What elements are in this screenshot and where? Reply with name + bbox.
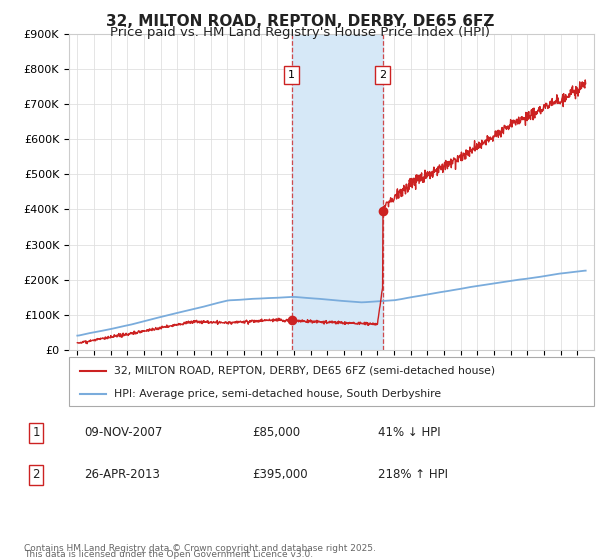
Text: 1: 1 — [32, 426, 40, 439]
Text: 218% ↑ HPI: 218% ↑ HPI — [378, 468, 448, 481]
Text: 41% ↓ HPI: 41% ↓ HPI — [378, 426, 440, 439]
Text: 2: 2 — [379, 70, 386, 80]
Text: 1: 1 — [288, 70, 295, 80]
Text: 26-APR-2013: 26-APR-2013 — [84, 468, 160, 481]
FancyBboxPatch shape — [69, 357, 594, 406]
Text: £85,000: £85,000 — [252, 426, 300, 439]
Text: HPI: Average price, semi-detached house, South Derbyshire: HPI: Average price, semi-detached house,… — [113, 389, 441, 399]
Bar — [292, 34, 383, 350]
Text: Price paid vs. HM Land Registry's House Price Index (HPI): Price paid vs. HM Land Registry's House … — [110, 26, 490, 39]
Text: Contains HM Land Registry data © Crown copyright and database right 2025.: Contains HM Land Registry data © Crown c… — [24, 544, 376, 553]
Text: 2: 2 — [32, 468, 40, 481]
Text: 09-NOV-2007: 09-NOV-2007 — [84, 426, 163, 439]
Text: £395,000: £395,000 — [252, 468, 308, 481]
Text: This data is licensed under the Open Government Licence v3.0.: This data is licensed under the Open Gov… — [24, 550, 313, 559]
Text: 32, MILTON ROAD, REPTON, DERBY, DE65 6FZ (semi-detached house): 32, MILTON ROAD, REPTON, DERBY, DE65 6FZ… — [113, 366, 495, 376]
Text: 32, MILTON ROAD, REPTON, DERBY, DE65 6FZ: 32, MILTON ROAD, REPTON, DERBY, DE65 6FZ — [106, 14, 494, 29]
